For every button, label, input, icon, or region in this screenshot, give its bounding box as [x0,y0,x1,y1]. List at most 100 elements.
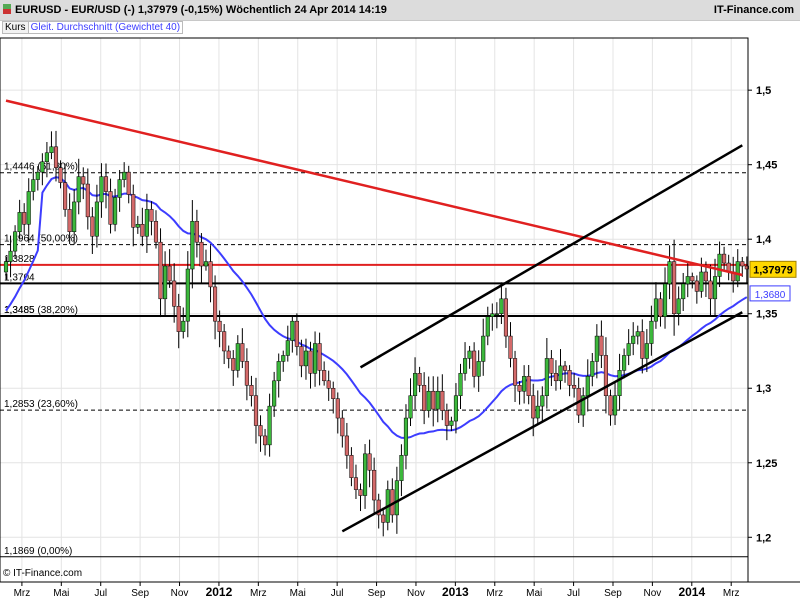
candle-down [512,358,518,386]
candle-down [567,370,572,386]
candle-up [8,250,13,262]
candle-up [44,152,49,162]
trendline-channel-upper [359,144,743,369]
candle-up [94,201,99,237]
x-month-label: Mrz [486,588,503,599]
candle-up [272,380,277,407]
candle-down [526,376,531,396]
y-tick-label: 1,4 [756,234,772,246]
candle-up [735,261,740,282]
candle-up [408,395,413,419]
level-label: 1,3828 [4,254,35,265]
candle-down [322,370,327,382]
candle-up [717,253,722,277]
candle-down [440,390,445,411]
ma-price-box [749,285,791,302]
candle-down [444,410,449,426]
x-month-label: Jul [94,588,107,599]
candle-up [685,276,690,285]
candle-down [244,361,249,386]
candle-down [349,455,354,478]
x-month-label: Mrz [14,588,31,599]
y-tick-label: 1,25 [756,458,777,470]
candle-down [367,453,372,471]
candle-up [649,320,654,344]
x-month-label: Nov [407,588,425,599]
candle-up [462,358,468,374]
candle-up [181,320,186,332]
candle-up [403,417,409,456]
candle-down [744,265,749,270]
y-tick-label: 1,2 [756,532,771,544]
candle-down [63,182,68,210]
candle-down [153,221,159,243]
candle-up [35,171,40,180]
candle-up [185,268,190,322]
candle-up [290,320,295,341]
x-month-label: Sep [604,588,622,599]
candle-down [149,209,154,222]
candle-down [258,425,263,437]
axis-layer: 1,5 1,45 1,4 1,35 1,3 1,25 1,2 Mrz Mai Jul Sep Nov 2… [0,37,800,599]
candle-down [372,469,377,501]
candle-down [344,435,349,456]
candle-down [217,320,222,332]
candle-up [590,361,595,377]
candle-up [662,283,668,317]
x-month-label: Mai [290,588,306,599]
candle-down [431,390,436,410]
candle-down [208,261,213,288]
candle-down [658,298,663,317]
candle-down [549,358,554,374]
candle-down [572,385,577,389]
candle-up [581,395,586,416]
candle-up [3,261,9,273]
candle-icon [3,4,11,14]
candle-up [676,298,681,314]
candle-down [740,261,745,267]
candle-up [481,335,486,362]
candle-up [522,376,527,392]
chart-title-text: EURUSD - EUR/USD (-) 1,37979 (-0,15%) Wö… [15,4,387,16]
candle-down [81,176,86,185]
ma-price-label: 1,3680 [755,290,786,301]
level-label: 1,3704 [4,272,35,283]
candle-up [190,221,195,270]
candle-up [281,355,286,362]
candle-up [135,224,140,228]
x-year-label: 2012 [206,585,233,599]
candle-down [472,350,477,377]
legend-moving-average[interactable]: Gleit. Durchschnitt (Gewichtet 40) [28,21,184,34]
candle-down [694,280,699,292]
candle-up [276,361,281,382]
candle-down [562,365,568,371]
candle-up [631,335,636,344]
candle-down [199,241,204,267]
candles-layer [3,130,749,537]
title-bar: EURUSD - EUR/USD (-) 1,37979 (-0,15%) Wö… [0,0,800,21]
candle-down [226,350,231,359]
chart-title: EURUSD - EUR/USD (-) 1,37979 (-0,15%) Wö… [3,4,387,16]
legend-kurs[interactable]: Kurs [2,21,29,34]
candle-up [681,283,686,300]
candle-up [667,261,672,285]
candle-up [612,395,618,416]
candle-down [353,477,359,490]
candle-up [26,191,31,225]
candle-up [622,355,627,371]
candle-down [131,194,136,228]
candle-down [672,261,677,314]
candle-up [303,350,309,367]
candle-down [553,373,558,382]
candle-up [467,350,472,359]
candle-down [263,435,268,446]
candle-up [13,231,18,252]
candle-up [267,405,272,446]
grid-layer [0,38,748,582]
x-year-label: 2013 [442,585,469,599]
candle-up [699,271,704,292]
candle-down [603,355,608,396]
candle-up [394,480,399,516]
candle-down [176,306,181,332]
